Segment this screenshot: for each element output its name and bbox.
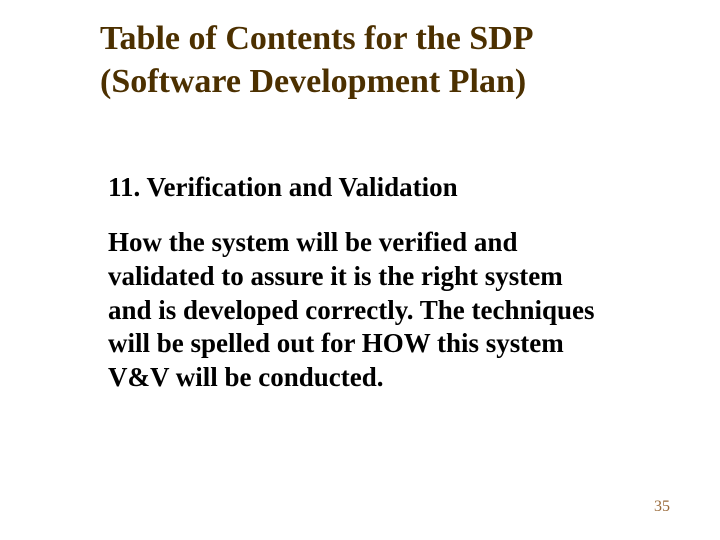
page-number: 35 — [654, 498, 670, 516]
body-text: How the system will be verified and vali… — [108, 226, 608, 395]
slide-title: Table of Contents for the SDP (Software … — [100, 18, 640, 103]
title-line-1: Table of Contents for the SDP — [100, 20, 534, 57]
section-heading: 11. Verification and Validation — [108, 172, 628, 203]
title-line-2: (Software Development Plan) — [100, 63, 526, 100]
slide: Table of Contents for the SDP (Software … — [0, 0, 720, 540]
